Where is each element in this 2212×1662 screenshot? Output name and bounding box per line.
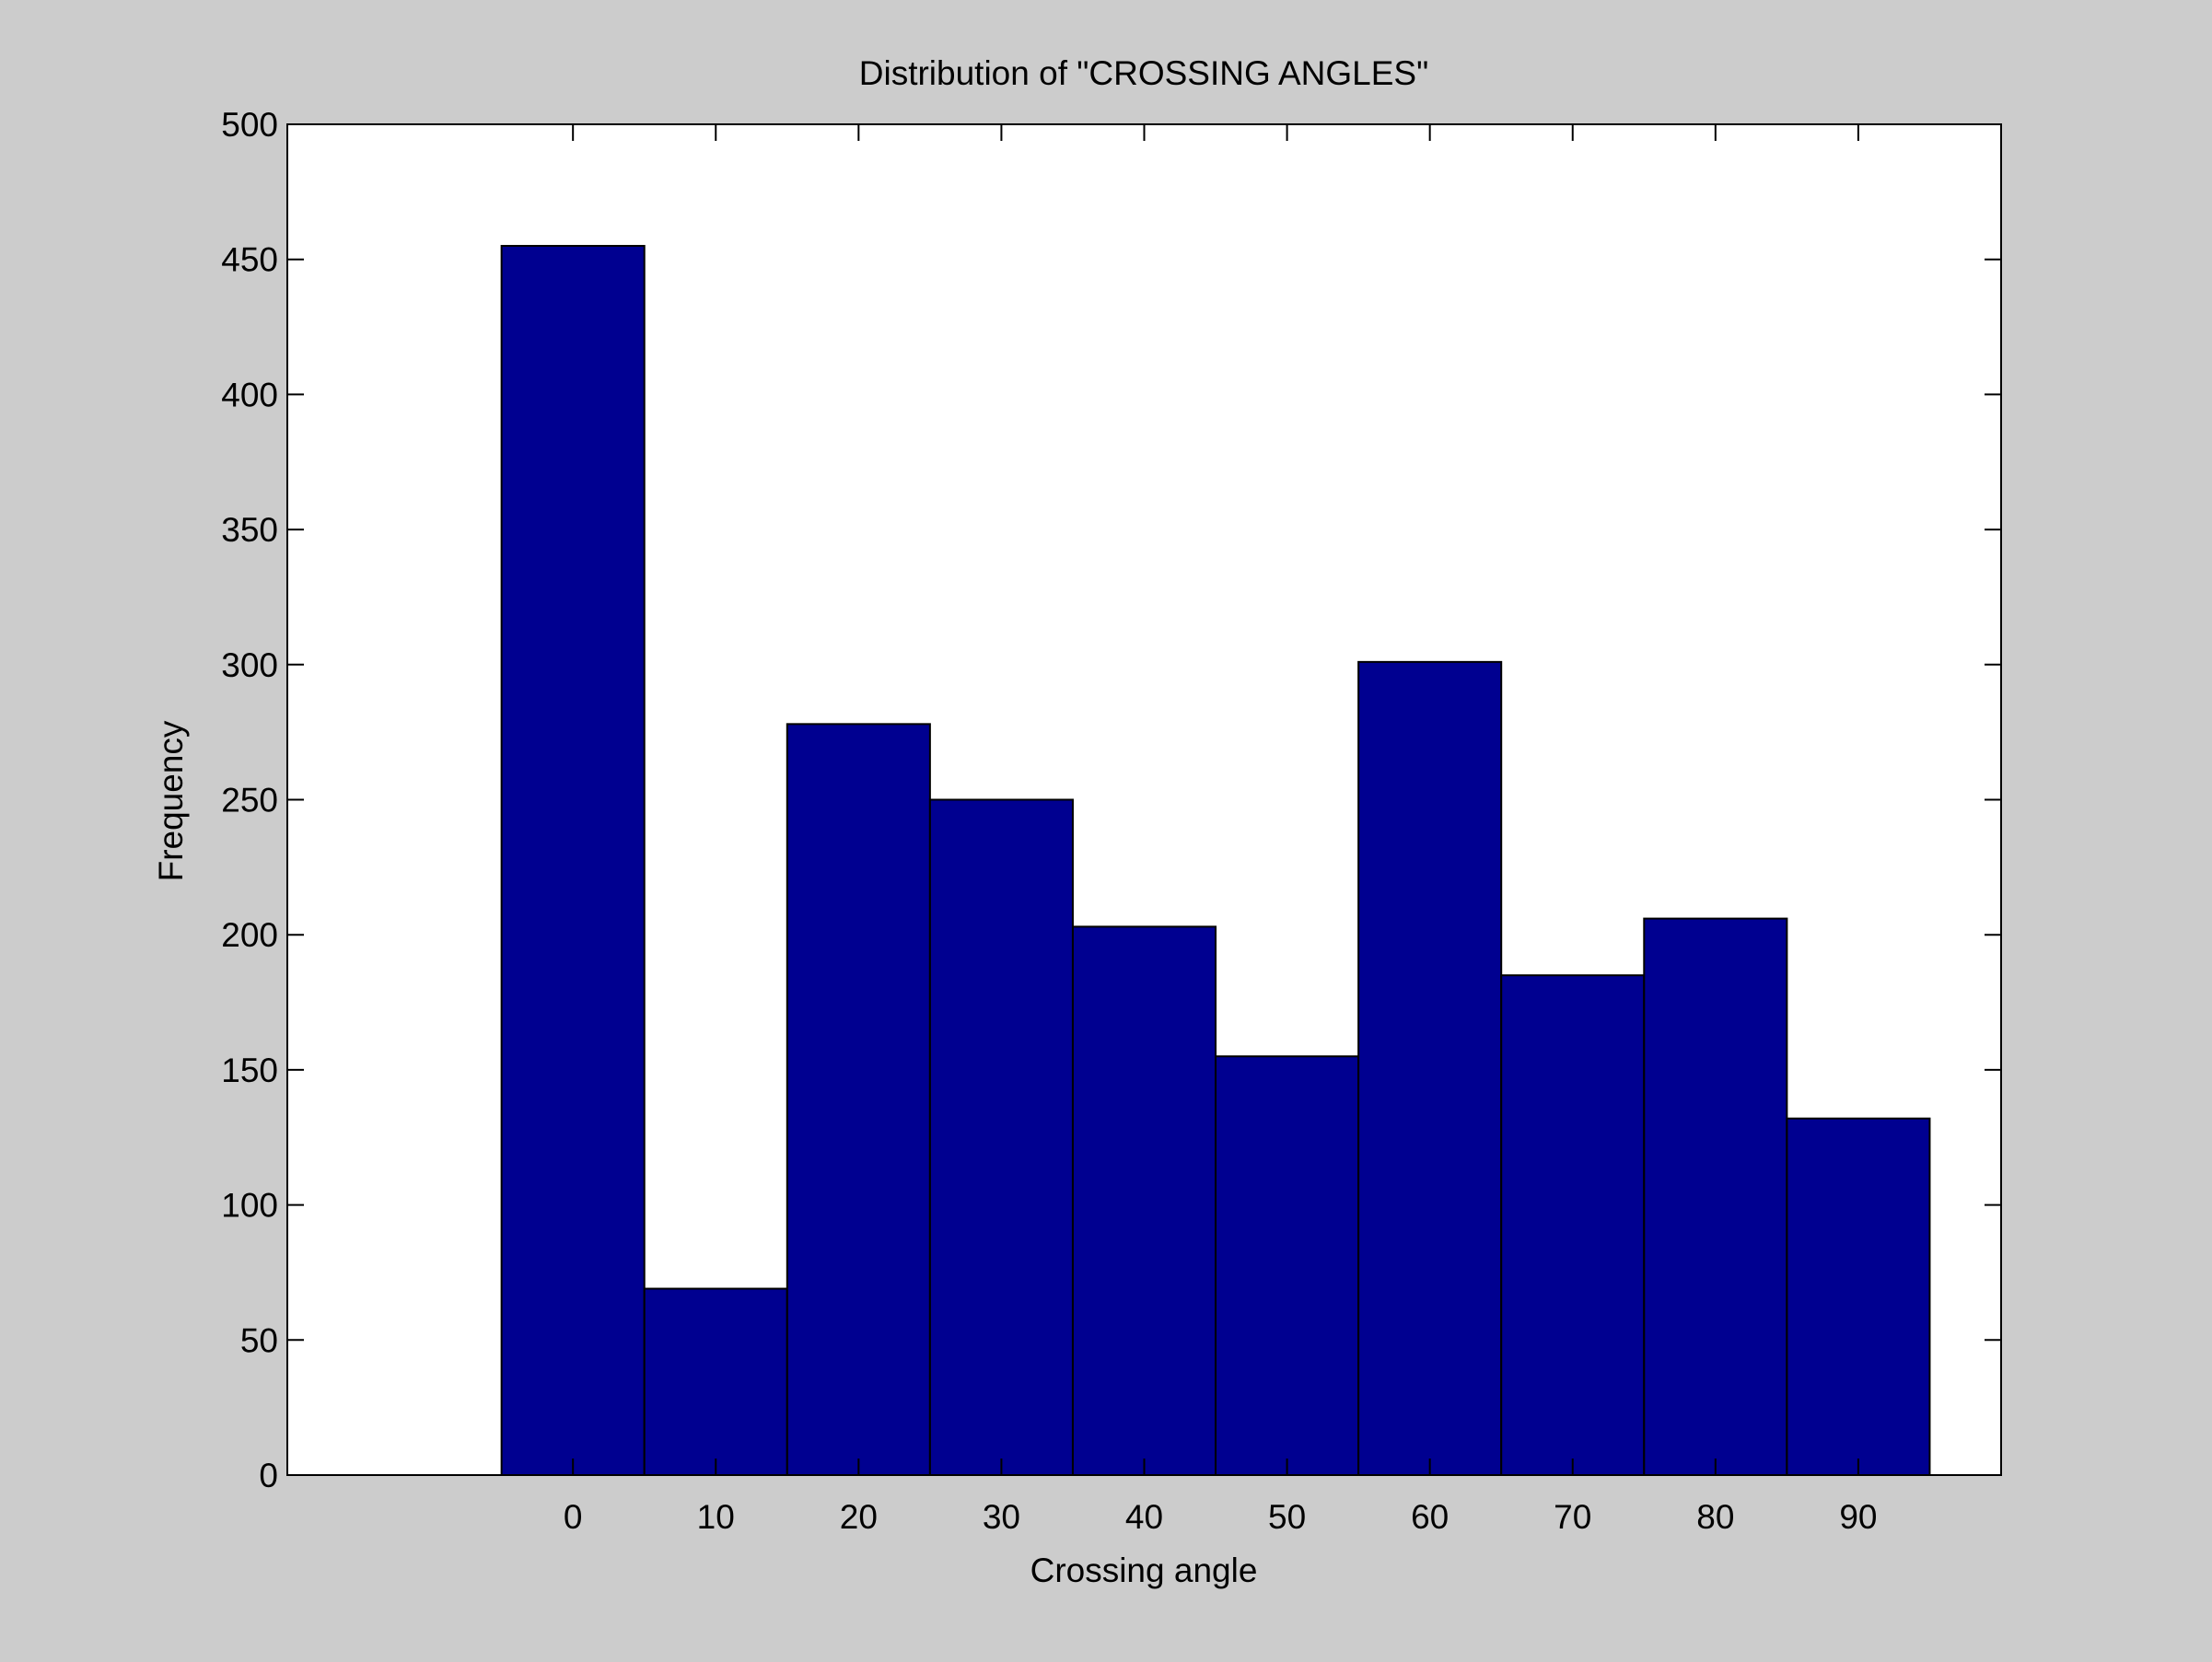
y-tick-label: 100 [221,1187,278,1225]
bar-50 [1215,1055,1360,1476]
x-tick-label: 60 [1411,1498,1449,1536]
bar-0 [500,245,646,1476]
bar-40 [1071,925,1217,1476]
x-tick-label: 70 [1554,1498,1591,1536]
y-tick-label: 200 [221,916,278,954]
bar-20 [786,723,931,1476]
y-tick-label: 50 [240,1321,278,1359]
x-tick-label: 90 [1839,1498,1877,1536]
bar-70 [1500,974,1646,1476]
bar-90 [1786,1117,1931,1476]
x-tick-label: 50 [1268,1498,1306,1536]
y-tick-label: 150 [221,1052,278,1089]
x-tick-label: 0 [564,1498,583,1536]
y-tick-label: 500 [221,106,278,144]
x-tick-label: 40 [1125,1498,1163,1536]
x-tick-label: 30 [983,1498,1020,1536]
axes-frame [286,123,2002,1476]
bar-10 [643,1287,788,1477]
y-tick-label: 300 [221,646,278,684]
y-tick-label: 350 [221,511,278,549]
bar-80 [1643,917,1788,1476]
chart-title: Distribution of "CROSSING ANGLES" [859,54,1428,92]
y-tick-label: 0 [259,1457,278,1494]
x-tick-label: 10 [697,1498,735,1536]
x-tick-label: 20 [840,1498,878,1536]
bar-30 [928,798,1074,1476]
x-axis-label: Crossing angle [1030,1552,1258,1589]
y-tick-label: 400 [221,376,278,413]
x-tick-label: 80 [1696,1498,1734,1536]
y-tick-label: 450 [221,241,278,279]
ticks-group: 0 50 100 150 200 250 300 350 400 450 500 0 10 20 30 40 5… [221,106,2001,1536]
y-axis-label: Frequency [152,720,190,881]
bar-60 [1357,660,1503,1476]
y-tick-label: 250 [221,782,278,819]
bars-group [500,245,1931,1477]
